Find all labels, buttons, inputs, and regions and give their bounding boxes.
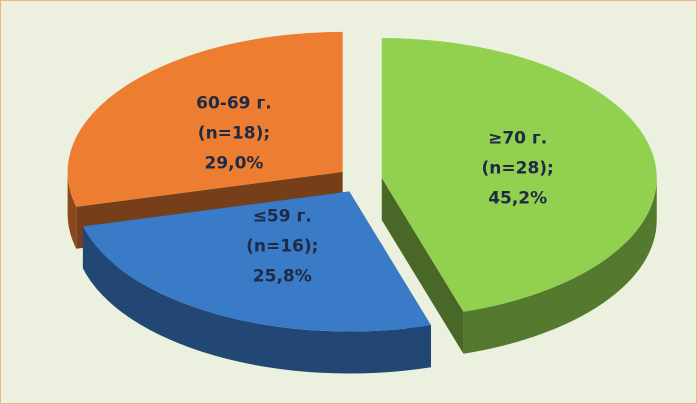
slice: [82, 191, 431, 332]
value-label: 29,0%: [204, 153, 263, 173]
slice-wall: [82, 226, 431, 374]
slice: [67, 31, 343, 207]
count-label: (n=28);: [482, 159, 554, 179]
slice-label: 60-69 г.: [196, 93, 272, 113]
count-label: (n=16);: [246, 237, 318, 257]
slice-label: ≤59 г.: [253, 207, 312, 227]
slice-wall: [67, 171, 77, 249]
slice-side: [381, 178, 464, 354]
slice-wall: [463, 178, 657, 354]
count-label: (n=18);: [198, 123, 270, 143]
value-label: 45,2%: [488, 189, 547, 209]
slice: [381, 38, 657, 312]
value-label: 25,8%: [253, 267, 312, 287]
slice-label: ≥70 г.: [488, 129, 547, 149]
